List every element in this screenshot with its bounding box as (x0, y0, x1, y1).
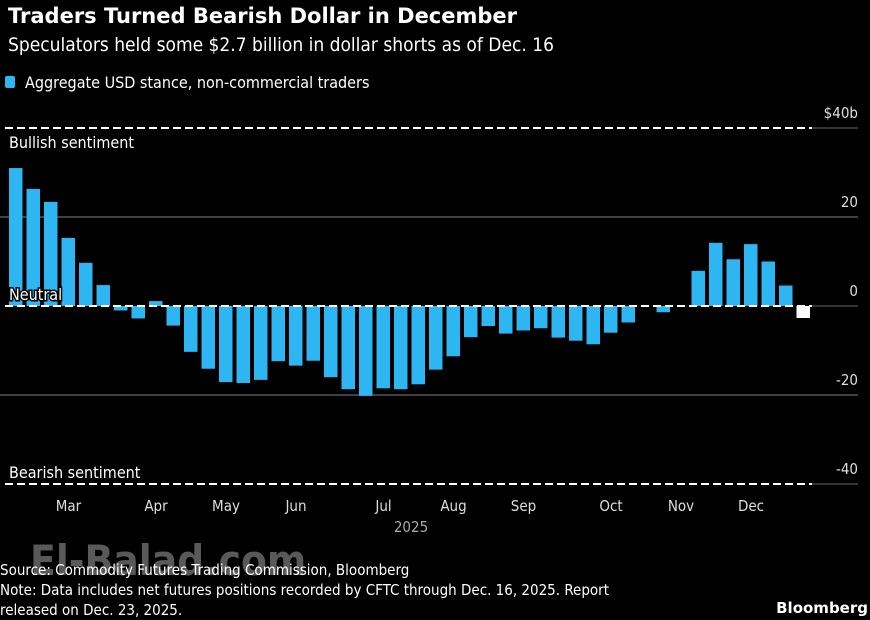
bar (341, 306, 355, 390)
bar (271, 306, 285, 362)
annotation-label: Bullish sentiment (9, 133, 134, 152)
x-tick-label: Jun (284, 497, 306, 515)
bar (201, 306, 215, 369)
bar (796, 306, 810, 319)
bar (569, 306, 583, 341)
x-tick-label: Apr (144, 497, 168, 515)
bar (376, 306, 390, 389)
x-tick-label: Mar (56, 497, 82, 515)
bloomberg-logo: Bloomberg (776, 599, 868, 617)
bar (359, 306, 373, 396)
bar (499, 306, 513, 334)
bar (184, 306, 198, 352)
bar (656, 306, 670, 313)
x-tick-label: Jul (374, 497, 391, 515)
x-tick-label: Sep (511, 497, 536, 515)
bar (166, 306, 180, 326)
bar (604, 306, 618, 333)
x-tick-label: Nov (668, 497, 694, 515)
bar (481, 306, 495, 327)
y-tick-label: -40 (836, 460, 858, 478)
bar (534, 306, 548, 329)
annotation-label: Neutral (9, 285, 62, 304)
bar (516, 306, 530, 331)
bar (236, 306, 250, 383)
bar (114, 306, 128, 311)
y-tick-label: $40b (824, 104, 858, 122)
bar (464, 306, 478, 338)
bar (254, 306, 268, 380)
bar (9, 168, 23, 306)
x-axis-label: 2025 (394, 518, 428, 536)
bar (79, 262, 93, 306)
bar (26, 188, 40, 306)
note-text-line1: Note: Data includes net futures position… (0, 581, 609, 599)
bar (621, 306, 635, 323)
note-text-line2: released on Dec. 23, 2025. (0, 601, 182, 619)
x-tick-label: Oct (599, 497, 622, 515)
bar (761, 261, 775, 306)
bar (394, 306, 408, 390)
chart-subtitle: Speculators held some $2.7 billion in do… (8, 34, 554, 56)
x-tick-label: May (212, 497, 240, 515)
bar (429, 306, 443, 370)
bar (446, 306, 460, 357)
chart-title: Traders Turned Bearish Dollar in Decembe… (8, 4, 518, 28)
bar (61, 237, 75, 306)
legend-label: Aggregate USD stance, non-commercial tra… (25, 73, 369, 92)
bar (779, 285, 793, 306)
bar (44, 201, 58, 306)
legend-swatch (5, 76, 15, 88)
bar (709, 242, 723, 306)
y-tick-label: -20 (836, 371, 858, 389)
bar (411, 306, 425, 385)
annotation-label: Bearish sentiment (9, 463, 141, 482)
bar (324, 306, 338, 378)
bar (131, 306, 145, 319)
bar (149, 301, 163, 306)
bar (691, 270, 705, 306)
bar (744, 244, 758, 306)
x-tick-label: Aug (440, 497, 466, 515)
bar (289, 306, 303, 366)
source-text: Source: Commodity Futures Trading Commis… (0, 561, 409, 579)
bar (551, 306, 565, 338)
y-tick-label: 20 (841, 193, 858, 211)
bar (219, 306, 233, 383)
bar (96, 285, 110, 306)
bar (726, 259, 740, 306)
bar (586, 306, 600, 345)
bar (306, 306, 320, 361)
x-tick-label: Dec (738, 497, 764, 515)
y-tick-label: 0 (849, 282, 858, 300)
watermark: El-Balad.com (30, 536, 306, 585)
